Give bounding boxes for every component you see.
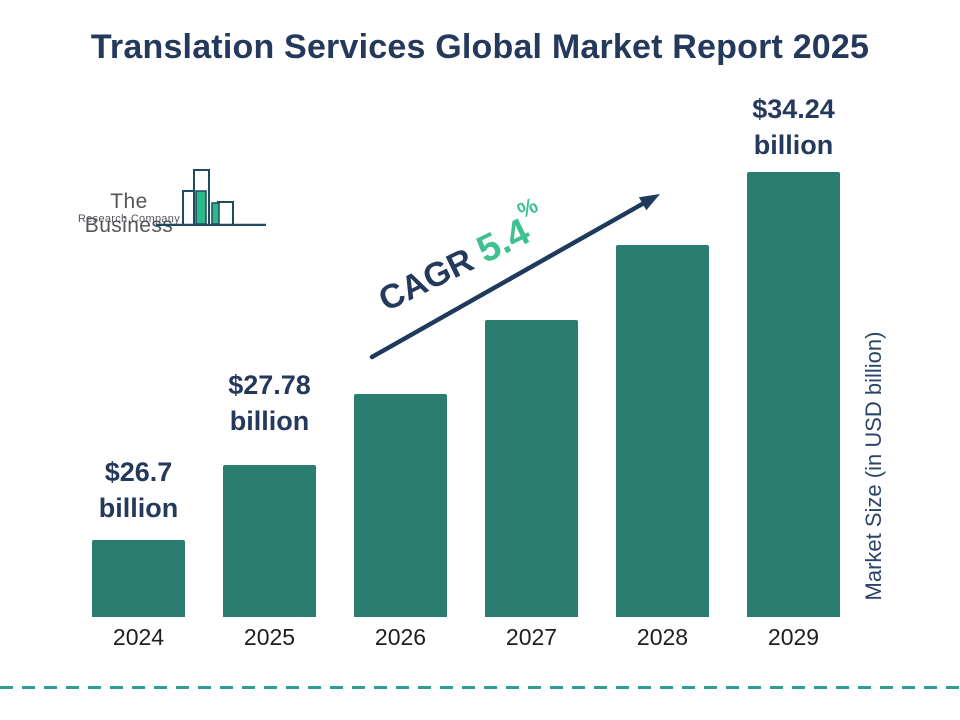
bar-2026 xyxy=(354,394,447,617)
value-label-2024: $26.7 billion xyxy=(59,454,219,526)
bar-2029 xyxy=(747,172,840,617)
bar-2024 xyxy=(92,540,185,617)
value-unit: billion xyxy=(753,130,834,160)
x-tick-2029: 2029 xyxy=(767,624,820,650)
value-amount: $27.78 xyxy=(228,370,311,400)
value-unit: billion xyxy=(229,406,310,436)
value-amount: $34.24 xyxy=(752,94,835,124)
logo-company-subtitle: Research Company xyxy=(77,213,180,225)
logo-company-name: The Business xyxy=(84,190,174,237)
x-tick-2024: 2024 xyxy=(112,624,165,650)
value-amount: $26.7 xyxy=(104,457,173,487)
x-tick-2027: 2027 xyxy=(505,624,558,650)
x-tick-2025: 2025 xyxy=(243,624,296,650)
y-axis-label: Market Size (in USD billion) xyxy=(861,331,886,601)
x-tick-2028: 2028 xyxy=(636,624,689,650)
x-tick-2026: 2026 xyxy=(374,624,427,650)
chart-title: Translation Services Global Market Repor… xyxy=(90,28,870,66)
value-unit: billion xyxy=(98,493,179,523)
bar-2025 xyxy=(223,465,316,617)
value-label-2025: $27.78 billion xyxy=(190,367,350,439)
bar-chart-logo-icon xyxy=(156,169,266,226)
value-label-2029: $34.24 billion xyxy=(714,91,874,163)
bottom-dashed-divider xyxy=(0,686,960,689)
bar-2027 xyxy=(485,320,578,617)
bar-2028 xyxy=(616,245,709,617)
